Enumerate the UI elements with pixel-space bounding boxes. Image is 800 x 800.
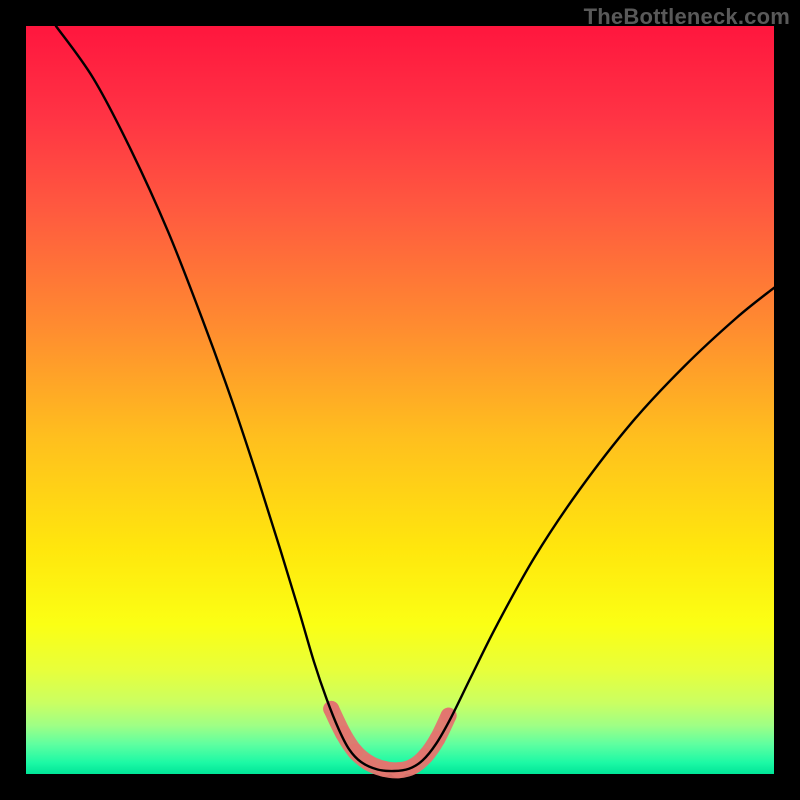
watermark-text: TheBottleneck.com bbox=[584, 4, 790, 30]
bottleneck-chart bbox=[0, 0, 800, 800]
chart-gradient-background bbox=[26, 26, 774, 774]
chart-stage: TheBottleneck.com bbox=[0, 0, 800, 800]
